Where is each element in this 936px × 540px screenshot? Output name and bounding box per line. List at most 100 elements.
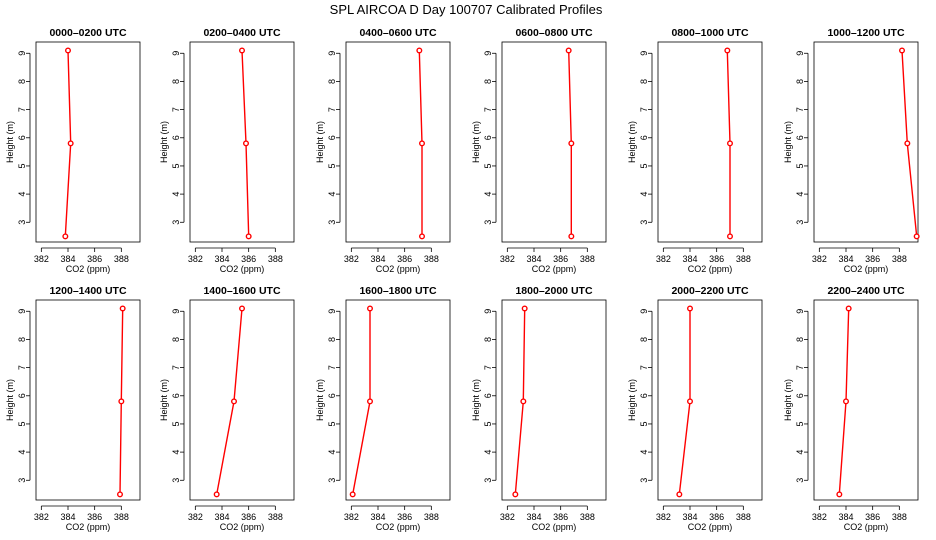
x-tick-label: 384	[838, 512, 853, 522]
profile-point	[242, 140, 249, 147]
y-axis-label: Height (m)	[627, 379, 637, 421]
profile-line	[216, 308, 243, 495]
y-tick-label: 4	[795, 192, 805, 197]
x-tick-label: 384	[526, 254, 541, 264]
y-tick-label: 9	[17, 51, 27, 56]
plot-frame	[501, 41, 607, 243]
profile-point	[904, 140, 911, 147]
x-tick-label: 386	[553, 512, 568, 522]
x-tick-label: 384	[214, 254, 229, 264]
x-axis-label: CO2 (ppm)	[376, 264, 421, 274]
panel-title: 0000–0200 UTC	[49, 27, 126, 39]
y-tick-label: 9	[171, 51, 181, 56]
y-tick-label: 7	[639, 365, 649, 370]
x-tick-label: 386	[709, 512, 724, 522]
x-tick-label: 388	[114, 512, 129, 522]
x-axis-label: CO2 (ppm)	[688, 264, 733, 274]
panel-title: 0200–0400 UTC	[203, 27, 280, 39]
y-tick-label: 4	[483, 192, 493, 197]
y-tick-label: 8	[171, 79, 181, 84]
y-tick-label: 5	[17, 163, 27, 168]
y-tick-label: 3	[483, 220, 493, 225]
x-tick-label: 388	[424, 512, 439, 522]
x-tick-label: 384	[838, 254, 853, 264]
profile-point	[845, 305, 852, 312]
profile-point	[843, 398, 850, 405]
x-tick-label: 388	[580, 512, 595, 522]
panel-title: 0800–1000 UTC	[671, 27, 748, 39]
x-axis-label: CO2 (ppm)	[376, 522, 421, 532]
x-tick-label: 386	[553, 254, 568, 264]
y-tick-label: 7	[171, 365, 181, 370]
y-tick-label: 3	[483, 478, 493, 483]
x-tick-label: 384	[60, 254, 75, 264]
profile-point	[118, 398, 125, 405]
y-tick-label: 7	[327, 107, 337, 112]
x-tick-label: 382	[34, 512, 49, 522]
x-tick-label: 382	[500, 512, 515, 522]
x-axis-label: CO2 (ppm)	[688, 522, 733, 532]
y-tick-label: 3	[639, 220, 649, 225]
y-tick-label: 8	[17, 337, 27, 342]
y-tick-label: 4	[327, 192, 337, 197]
x-tick-label: 384	[682, 254, 697, 264]
y-tick-label: 3	[795, 478, 805, 483]
plot-frame	[813, 299, 919, 501]
y-tick-label: 4	[795, 450, 805, 455]
y-tick-label: 7	[17, 365, 27, 370]
y-tick-label: 5	[795, 421, 805, 426]
x-axis-label: CO2 (ppm)	[220, 522, 265, 532]
y-tick-label: 7	[17, 107, 27, 112]
y-tick-label: 9	[795, 309, 805, 314]
y-tick-label: 8	[327, 337, 337, 342]
x-tick-label: 386	[87, 512, 102, 522]
x-tick-label: 384	[370, 254, 385, 264]
y-tick-label: 5	[327, 421, 337, 426]
y-tick-label: 9	[483, 51, 493, 56]
profile-point	[687, 305, 694, 312]
x-axis-label: CO2 (ppm)	[66, 522, 111, 532]
profile-point	[62, 233, 69, 240]
x-axis-label: CO2 (ppm)	[844, 522, 889, 532]
y-tick-label: 9	[327, 51, 337, 56]
y-tick-label: 7	[795, 107, 805, 112]
panel-title: 1600–1800 UTC	[359, 285, 436, 297]
y-axis-label: Height (m)	[159, 121, 169, 163]
x-tick-label: 388	[268, 512, 283, 522]
y-tick-label: 5	[639, 163, 649, 168]
profile-point	[416, 47, 423, 54]
x-tick-label: 382	[656, 254, 671, 264]
y-tick-label: 6	[171, 393, 181, 398]
y-tick-label: 8	[639, 79, 649, 84]
y-tick-label: 6	[483, 393, 493, 398]
x-tick-label: 384	[60, 512, 75, 522]
y-tick-label: 5	[171, 421, 181, 426]
x-tick-label: 388	[736, 254, 751, 264]
y-tick-label: 3	[795, 220, 805, 225]
y-tick-label: 4	[639, 192, 649, 197]
panel-title: 1800–2000 UTC	[515, 285, 592, 297]
y-axis-label: Height (m)	[783, 121, 793, 163]
x-tick-label: 388	[580, 254, 595, 264]
y-tick-label: 5	[17, 421, 27, 426]
y-axis-label: Height (m)	[5, 121, 15, 163]
y-tick-label: 7	[483, 107, 493, 112]
y-tick-label: 8	[483, 79, 493, 84]
x-tick-label: 388	[892, 254, 907, 264]
x-tick-label: 384	[682, 512, 697, 522]
x-tick-label: 382	[656, 512, 671, 522]
y-tick-label: 6	[171, 135, 181, 140]
x-tick-label: 382	[812, 512, 827, 522]
y-tick-label: 6	[327, 393, 337, 398]
profile-point	[419, 233, 426, 240]
profile-point	[419, 140, 426, 147]
profile-point	[512, 491, 519, 498]
y-axis-label: Height (m)	[159, 379, 169, 421]
y-tick-label: 8	[17, 79, 27, 84]
y-tick-label: 6	[639, 135, 649, 140]
